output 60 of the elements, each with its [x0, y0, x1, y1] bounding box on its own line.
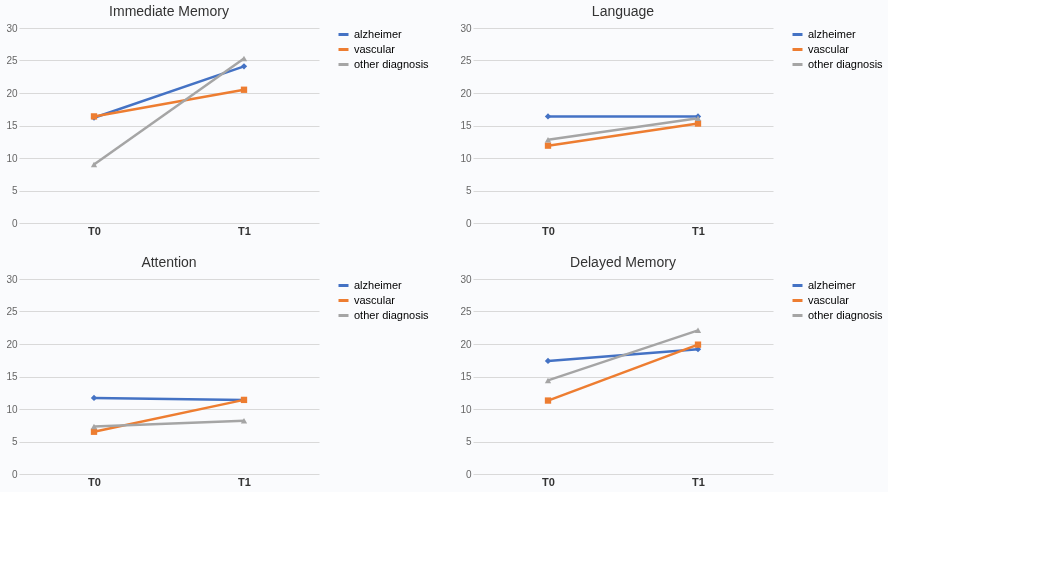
- point: [544, 397, 552, 404]
- x-tick-label: T1: [238, 475, 251, 488]
- legend-label: vascular: [354, 42, 396, 55]
- x-tick-label: T0: [542, 224, 555, 237]
- legend-label: alzheimer: [354, 27, 403, 40]
- point: [240, 86, 248, 93]
- y-tick-label: 10: [6, 403, 18, 415]
- chart-title: Delayed Memory: [570, 254, 676, 270]
- y-tick-label: 30: [6, 273, 18, 285]
- legend-label: vascular: [808, 42, 850, 55]
- legend-label: alzheimer: [354, 278, 403, 291]
- y-tick-label: 10: [460, 403, 472, 415]
- y-tick-label: 20: [460, 338, 472, 350]
- chart-title: Immediate Memory: [109, 3, 229, 19]
- y-tick-label: 30: [460, 273, 472, 285]
- legend-label: other diagnosis: [354, 57, 430, 70]
- y-tick-label: 20: [460, 87, 472, 99]
- legend-label: other diagnosis: [808, 308, 884, 321]
- point: [240, 63, 248, 70]
- x-tick-label: T0: [88, 224, 101, 237]
- point: [694, 120, 702, 127]
- legend-label: other diagnosis: [808, 57, 884, 70]
- y-tick-label: 15: [6, 371, 18, 382]
- y-tick-label: 15: [460, 371, 472, 382]
- y-tick-label: 0: [465, 468, 472, 480]
- legend-label: alzheimer: [808, 27, 857, 40]
- y-tick-label: 20: [6, 87, 18, 99]
- y-tick-label: 5: [11, 185, 18, 196]
- x-tick-label: T1: [238, 224, 251, 237]
- y-tick-label: 10: [6, 152, 18, 164]
- y-tick-label: 30: [6, 22, 18, 34]
- legend-label: other diagnosis: [354, 308, 430, 321]
- legend-label: alzheimer: [808, 278, 857, 291]
- y-tick-label: 5: [465, 436, 472, 447]
- y-tick-label: 15: [6, 120, 18, 131]
- point: [90, 428, 98, 435]
- point: [544, 113, 552, 120]
- x-tick-label: T1: [692, 224, 705, 237]
- y-tick-label: 30: [460, 22, 472, 34]
- y-tick-label: 15: [460, 120, 472, 131]
- y-tick-label: 25: [460, 55, 472, 66]
- y-tick-label: 0: [465, 217, 472, 229]
- point: [544, 142, 552, 149]
- y-tick-label: 25: [6, 306, 18, 317]
- y-tick-label: 0: [11, 217, 18, 229]
- y-tick-label: 0: [11, 468, 18, 480]
- y-tick-label: 25: [460, 306, 472, 317]
- y-tick-label: 20: [6, 338, 18, 350]
- legend-label: vascular: [808, 293, 850, 306]
- point: [694, 341, 702, 348]
- chart-title: Attention: [141, 254, 197, 270]
- x-tick-label: T1: [692, 475, 705, 488]
- x-tick-label: T0: [88, 475, 101, 488]
- y-tick-label: 25: [6, 55, 18, 66]
- y-tick-label: 10: [460, 152, 472, 164]
- chart-title: Language: [591, 3, 655, 19]
- y-tick-label: 5: [11, 436, 18, 447]
- y-tick-label: 5: [465, 185, 472, 196]
- legend-label: vascular: [354, 293, 396, 306]
- x-tick-label: T0: [542, 475, 555, 488]
